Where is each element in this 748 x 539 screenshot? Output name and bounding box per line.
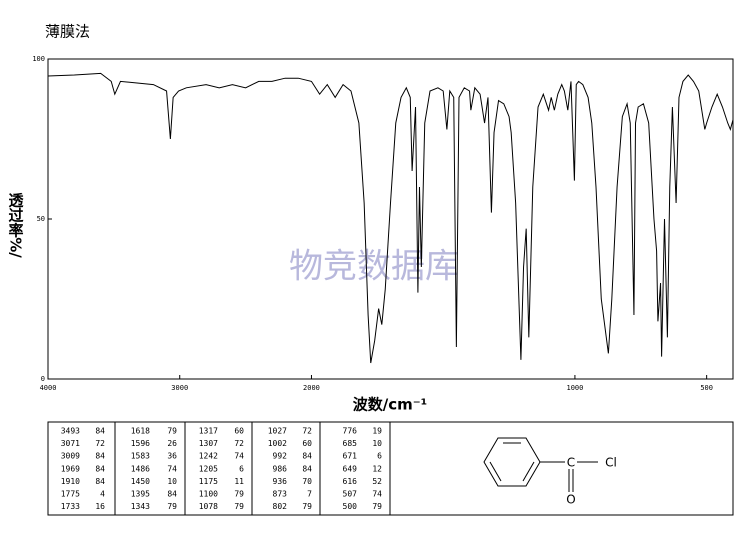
atom-label: C <box>567 456 575 470</box>
ring <box>483 437 541 487</box>
peak-wavenumber: 992 <box>273 452 288 461</box>
peak-wavenumber: 1002 <box>268 439 287 448</box>
x-tick-label: 500 <box>700 384 713 392</box>
peak-wavenumber: 1969 <box>61 464 80 473</box>
peak-transmittance: 79 <box>234 490 244 499</box>
y-tick-label: 100 <box>32 55 45 63</box>
y-tick-label: 0 <box>41 375 45 383</box>
peak-transmittance: 79 <box>167 427 177 436</box>
peak-transmittance: 70 <box>302 477 312 486</box>
y-tick-label: 50 <box>37 215 45 223</box>
peak-transmittance: 84 <box>302 452 312 461</box>
peak-transmittance: 84 <box>95 452 105 461</box>
peak-wavenumber: 649 <box>343 464 358 473</box>
peak-transmittance: 4 <box>100 490 105 499</box>
peak-wavenumber: 873 <box>273 490 288 499</box>
x-tick-label: 1000 <box>566 384 583 392</box>
peak-transmittance: 52 <box>372 477 382 486</box>
peak-transmittance: 84 <box>95 464 105 473</box>
watermark: 物竞数据库 <box>289 247 459 287</box>
peak-transmittance: 60 <box>302 439 312 448</box>
peak-transmittance: 10 <box>372 439 382 448</box>
peak-transmittance: 16 <box>95 502 105 511</box>
peak-transmittance: 79 <box>167 502 177 511</box>
peak-transmittance: 79 <box>302 502 312 511</box>
peak-wavenumber: 1486 <box>131 464 150 473</box>
peak-wavenumber: 1395 <box>131 490 150 499</box>
peak-transmittance: 72 <box>95 439 105 448</box>
peak-transmittance: 36 <box>167 452 177 461</box>
peak-wavenumber: 802 <box>273 502 288 511</box>
x-tick-label: 2000 <box>303 384 320 392</box>
x-axis-label: 波数/cm⁻¹ <box>353 396 428 414</box>
peak-wavenumber: 776 <box>343 427 358 436</box>
peak-wavenumber: 1307 <box>199 439 218 448</box>
atom-label: O <box>566 493 575 507</box>
peak-transmittance: 11 <box>234 477 244 486</box>
plot-frame <box>47 58 734 380</box>
table-dividers <box>114 422 391 515</box>
benzene-ring <box>483 437 598 492</box>
peak-wavenumber: 507 <box>343 490 358 499</box>
peak-wavenumber: 1910 <box>61 477 80 486</box>
peak-transmittance: 26 <box>167 439 177 448</box>
peak-wavenumber: 1733 <box>61 502 80 511</box>
peak-wavenumber: 1343 <box>131 502 150 511</box>
peak-transmittance: 19 <box>372 427 382 436</box>
peak-wavenumber: 1078 <box>199 502 218 511</box>
peak-wavenumber: 1027 <box>268 427 287 436</box>
peak-transmittance: 79 <box>234 502 244 511</box>
peak-transmittance: 12 <box>372 464 382 473</box>
peak-transmittance: 74 <box>372 490 382 499</box>
peak-wavenumber: 1596 <box>131 439 150 448</box>
peak-wavenumber: 936 <box>273 477 288 486</box>
peak-wavenumber: 1775 <box>61 490 80 499</box>
peak-wavenumber: 3009 <box>61 452 80 461</box>
peak-transmittance: 10 <box>167 477 177 486</box>
x-tick-label: 4000 <box>40 384 57 392</box>
peak-transmittance: 79 <box>372 502 382 511</box>
peak-transmittance: 84 <box>95 477 105 486</box>
peak-transmittance: 84 <box>302 464 312 473</box>
peak-wavenumber: 1618 <box>131 427 150 436</box>
peak-transmittance: 74 <box>234 452 244 461</box>
atom-label: Cl <box>605 456 617 470</box>
peak-transmittance: 84 <box>167 490 177 499</box>
peak-transmittance: 72 <box>302 427 312 436</box>
peak-transmittance: 6 <box>377 452 382 461</box>
peak-transmittance: 74 <box>167 464 177 473</box>
peak-wavenumber: 1317 <box>199 427 218 436</box>
peak-wavenumber: 1175 <box>199 477 218 486</box>
peak-wavenumber: 3493 <box>61 427 80 436</box>
peak-transmittance: 60 <box>234 427 244 436</box>
peak-wavenumber: 1583 <box>131 452 150 461</box>
peak-wavenumber: 685 <box>343 439 358 448</box>
bond <box>522 461 535 482</box>
peak-transmittance: 6 <box>239 464 244 473</box>
peak-wavenumber: 671 <box>343 452 358 461</box>
peak-wavenumber: 1100 <box>199 490 218 499</box>
peak-transmittance: 72 <box>234 439 244 448</box>
peak-wavenumber: 1205 <box>199 464 218 473</box>
peak-wavenumber: 500 <box>343 502 358 511</box>
peak-wavenumber: 986 <box>273 464 288 473</box>
peak-wavenumber: 1450 <box>131 477 150 486</box>
peak-wavenumber: 616 <box>343 477 358 486</box>
y-axis-label: 透过率%/ <box>7 192 25 258</box>
bond <box>489 461 502 482</box>
x-tick-label: 3000 <box>171 384 188 392</box>
peak-transmittance: 7 <box>307 490 312 499</box>
peak-wavenumber: 3071 <box>61 439 80 448</box>
peak-transmittance: 84 <box>95 427 105 436</box>
spectrum-line <box>47 72 734 364</box>
title: 薄膜法 <box>45 23 90 41</box>
peak-wavenumber: 1242 <box>199 452 218 461</box>
